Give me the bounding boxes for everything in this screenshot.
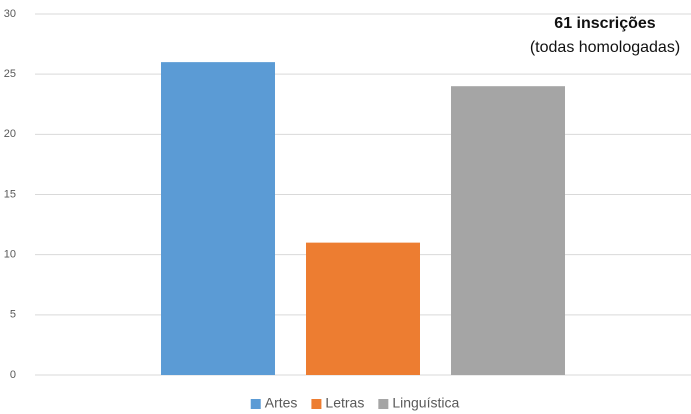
legend: Artes Letras Linguística (250, 395, 459, 411)
y-tick-label: 5 (10, 309, 16, 321)
legend-swatch (311, 399, 322, 409)
bar (306, 242, 420, 375)
y-tick-label: 30 (4, 8, 16, 20)
y-tick-label: 20 (4, 128, 16, 140)
annotation: 61 inscrições (554, 15, 656, 32)
legend-label: Artes (265, 395, 298, 411)
annotation: (todas homologadas) (530, 39, 680, 56)
bar (451, 86, 565, 375)
legend-label: Letras (325, 395, 364, 411)
legend-swatch (378, 399, 389, 409)
y-tick-label: 10 (4, 249, 16, 261)
legend-swatch (250, 399, 261, 409)
bar (161, 62, 275, 376)
y-tick-label: 15 (4, 188, 16, 200)
legend-label: Linguística (392, 395, 459, 411)
y-tick-label: 0 (10, 369, 16, 381)
y-tick-label: 25 (4, 68, 16, 80)
